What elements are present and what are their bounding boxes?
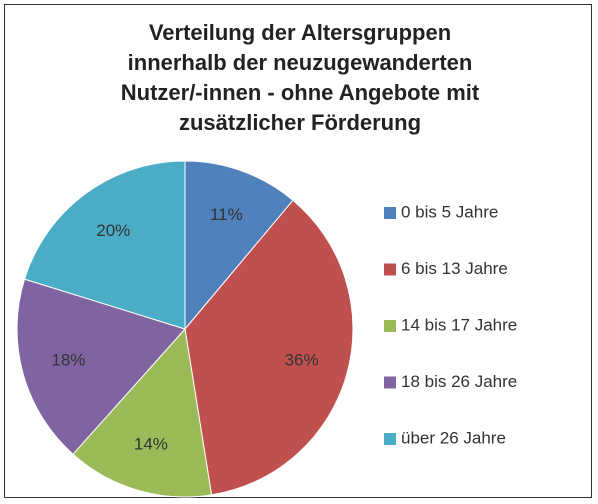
chart-border xyxy=(4,4,592,498)
legend-label: 14 bis 17 Jahre xyxy=(401,315,517,334)
legend-swatch xyxy=(384,320,396,332)
data-label: 18% xyxy=(51,351,85,370)
legend-label: 6 bis 13 Jahre xyxy=(401,259,508,278)
pie-slice xyxy=(16,278,186,455)
data-label: 20% xyxy=(96,221,130,240)
legend-swatch xyxy=(384,207,396,219)
chart-title: Verteilung der Altersgruppen innerhalb d… xyxy=(120,20,480,135)
legend-label: über 26 Jahre xyxy=(401,428,506,447)
pie-slice xyxy=(72,327,213,498)
legend-swatch xyxy=(384,376,396,389)
data-label: 11% xyxy=(210,205,243,224)
pie-slice xyxy=(23,160,186,330)
pie-slice xyxy=(184,199,354,496)
data-label: 36% xyxy=(285,351,319,370)
data-label: 14% xyxy=(134,435,168,454)
legend-label: 0 bis 5 Jahre xyxy=(401,202,498,221)
pie-slice xyxy=(184,160,294,331)
legend-label: 18 bis 26 Jahre xyxy=(401,372,517,391)
legend-swatch xyxy=(384,433,396,445)
legend-swatch xyxy=(384,263,396,276)
